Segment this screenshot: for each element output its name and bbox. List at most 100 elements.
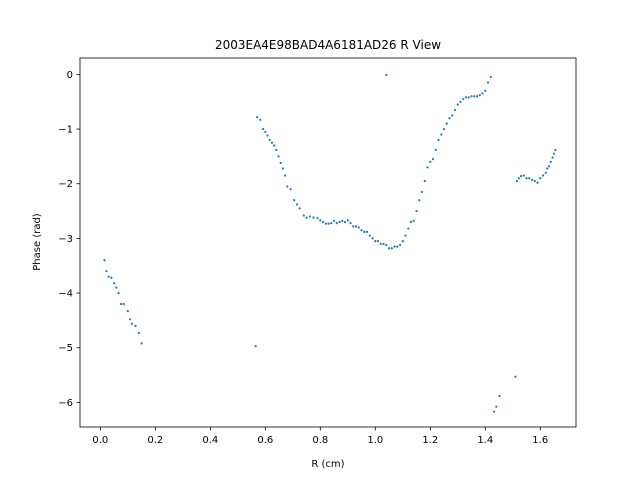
data-point: [319, 219, 322, 222]
data-point: [119, 302, 123, 306]
y-tick-label: −5: [58, 343, 73, 354]
data-point: [335, 221, 338, 225]
data-point: [354, 225, 358, 228]
data-point: [486, 81, 490, 84]
data-point: [341, 219, 344, 223]
data-point: [284, 174, 287, 177]
data-point: [110, 276, 113, 279]
data-point: [387, 247, 391, 250]
data-point: [481, 92, 484, 95]
data-point: [368, 234, 371, 237]
data-point: [266, 134, 269, 137]
data-point: [330, 221, 333, 225]
data-point: [293, 199, 296, 202]
data-point: [302, 214, 305, 217]
data-point: [298, 207, 301, 210]
data-point: [324, 222, 327, 225]
x-axis-ticks: 0.0 0.2 0.4 0.6 0.8 1.0 1.2 1.4 1.6: [92, 427, 548, 446]
data-point: [295, 203, 299, 206]
data-point: [551, 156, 554, 159]
data-point: [429, 160, 432, 163]
data-point: [547, 165, 551, 168]
data-point: [453, 108, 457, 112]
y-axis-ticks: 0 −1 −2 −3 −4 −5 −6: [58, 70, 80, 409]
data-point: [305, 216, 308, 219]
data-point: [365, 230, 369, 233]
data-point: [544, 171, 547, 174]
data-point: [489, 76, 492, 79]
data-point: [396, 245, 399, 248]
x-tick-label: 0.6: [257, 435, 273, 446]
data-point: [533, 179, 536, 183]
y-tick-label: −4: [58, 289, 73, 300]
data-point: [415, 209, 418, 213]
data-point: [470, 95, 473, 98]
data-point: [498, 394, 501, 397]
data-point: [286, 185, 289, 188]
data-point: [128, 318, 132, 321]
data-point: [536, 181, 539, 184]
data-point: [117, 291, 120, 295]
data-point: [316, 217, 319, 220]
data-point: [308, 215, 311, 218]
data-point: [554, 148, 557, 151]
data-point: [270, 141, 274, 144]
data-point: [346, 219, 349, 222]
data-point: [420, 190, 424, 194]
data-point: [312, 216, 315, 219]
x-tick-label: 1.0: [367, 435, 383, 446]
chart-title: 2003EA4E98BAD4A6181AD26 R View: [215, 38, 441, 52]
data-point: [437, 138, 440, 142]
y-axis-label: Phase (rad): [32, 213, 43, 271]
data-point: [385, 243, 388, 247]
data-point: [528, 177, 531, 180]
plot-area: [80, 58, 576, 427]
data-point: [376, 240, 380, 243]
data-point: [379, 242, 382, 245]
data-points: [103, 73, 557, 413]
data-point: [475, 95, 479, 98]
data-point: [279, 161, 282, 165]
axes-frame: [79, 57, 577, 428]
data-point: [277, 155, 280, 158]
data-point: [492, 410, 496, 413]
data-point: [525, 177, 528, 180]
data-point: [412, 219, 415, 223]
data-point: [321, 220, 325, 224]
data-point: [517, 177, 520, 180]
data-point: [275, 148, 278, 151]
data-point: [268, 138, 271, 142]
data-point: [549, 160, 552, 163]
data-point: [130, 322, 134, 325]
data-point: [332, 219, 336, 223]
data-point: [134, 324, 137, 327]
data-point: [385, 73, 388, 77]
x-tick-label: 0.0: [92, 435, 108, 446]
data-point: [456, 103, 459, 106]
data-point: [382, 242, 385, 245]
data-point: [363, 230, 366, 233]
data-point: [281, 167, 285, 170]
data-point: [426, 166, 429, 169]
data-point: [539, 177, 542, 180]
data-point: [259, 118, 262, 121]
data-point: [515, 179, 518, 183]
data-point: [459, 100, 462, 103]
data-point: [374, 240, 377, 243]
y-tick-label: −1: [58, 125, 73, 136]
data-point: [541, 174, 545, 177]
data-point: [434, 148, 437, 151]
data-point: [254, 344, 257, 348]
y-tick-label: −6: [58, 398, 73, 409]
data-point: [418, 199, 421, 202]
data-point: [467, 96, 470, 99]
data-point: [264, 130, 267, 133]
data-point: [327, 222, 330, 225]
data-point: [262, 127, 265, 131]
data-point: [393, 245, 396, 248]
data-point: [349, 221, 352, 225]
data-point: [431, 158, 435, 161]
data-point: [552, 152, 556, 155]
x-tick-label: 0.2: [147, 435, 163, 446]
